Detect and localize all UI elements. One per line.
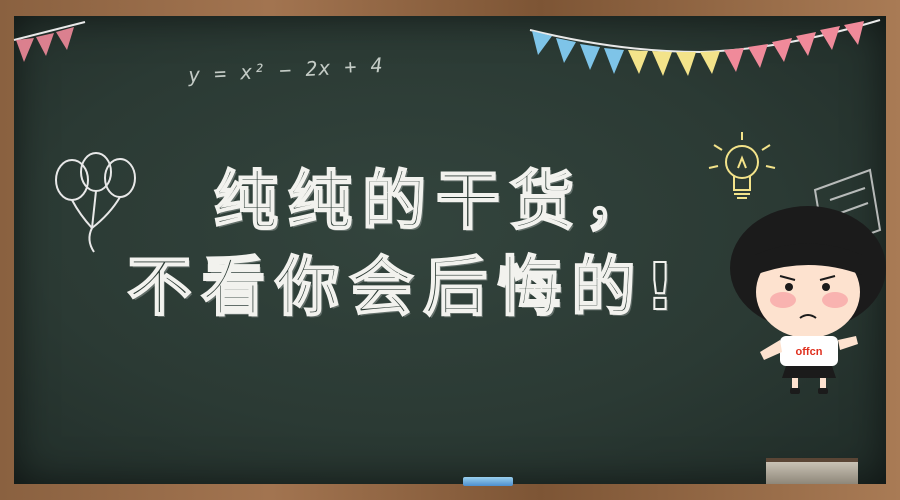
cartoon-girl: offcn [730,206,886,394]
eraser [766,458,858,484]
chalk-stick [463,477,513,486]
headline-line-1: 纯纯的干货， [213,164,658,240]
bunting-right [529,19,881,76]
shirt-logo: offcn [796,346,823,358]
bunting-left [13,21,86,62]
lightbulb-icon [708,132,776,199]
headline-line-2: 不看你会后悔的! [126,250,685,326]
balloons-icon [55,152,136,253]
